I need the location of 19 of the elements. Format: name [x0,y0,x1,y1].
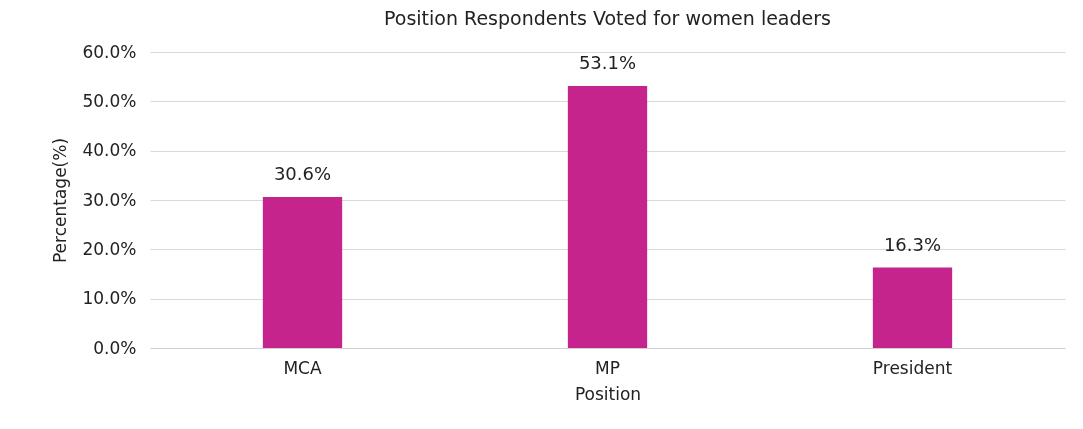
y-axis-title: Percentage(%) [50,137,71,264]
x-tick-label: President [872,357,953,378]
y-tick-label: 40.0% [82,140,137,161]
y-tick-label: 30.0% [82,189,137,210]
x-axis-title: Position [574,383,642,404]
bar [262,197,343,348]
data-label: 16.3% [883,233,942,255]
x-tick-label: MP [595,357,620,378]
y-tick-label: 50.0% [82,90,137,111]
chart-title: Position Respondents Voted for women leaders [384,7,831,29]
bar [872,267,953,348]
data-label: 30.6% [273,163,332,185]
y-tick-label: 10.0% [82,288,137,309]
y-tick-label: 0.0% [93,337,137,358]
y-tick-label: 20.0% [82,238,137,259]
data-label: 53.1% [578,52,637,74]
y-tick-label: 60.0% [82,41,137,62]
x-tick-label: MCA [283,357,322,378]
bar [567,86,648,348]
